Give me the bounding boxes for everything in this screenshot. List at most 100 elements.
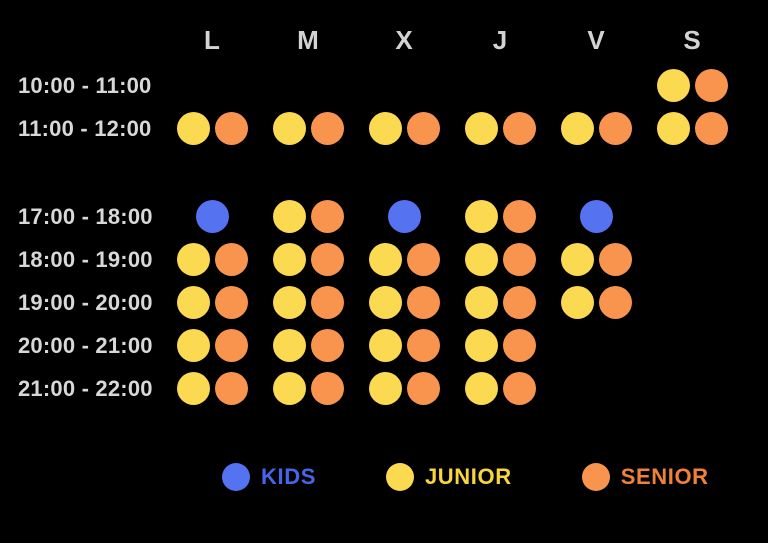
- kids-dot: [195, 200, 229, 233]
- legend-item-kids: KIDS: [222, 463, 316, 491]
- cell-j-20:00: [452, 324, 548, 367]
- cell-s-19:00: [644, 281, 740, 324]
- senior-dot: [214, 329, 248, 362]
- cell-m-17:00: [260, 195, 356, 238]
- junior-dot: [272, 286, 306, 319]
- time-label: 19:00 - 20:00: [18, 289, 153, 315]
- cell-m-19:00: [260, 281, 356, 324]
- schedule-row: 11:00 - 12:00: [0, 107, 768, 150]
- schedule-row: 17:00 - 18:00: [0, 195, 768, 238]
- cell-m-20:00: [260, 324, 356, 367]
- legend-label-junior: JUNIOR: [424, 464, 512, 489]
- cell-j-17:00: [452, 195, 548, 238]
- senior-dot: [406, 286, 440, 319]
- junior-dot: [272, 372, 306, 405]
- junior-dot: [176, 329, 210, 362]
- junior-dot: [464, 329, 498, 362]
- schedule-row: 18:00 - 19:00: [0, 238, 768, 281]
- junior-dot: [464, 112, 498, 145]
- junior-dot: [464, 286, 498, 319]
- cell-x-10:00: [356, 64, 452, 107]
- junior-dot: [464, 372, 498, 405]
- cell-v-18:00: [548, 238, 644, 281]
- schedule-row: 20:00 - 21:00: [0, 324, 768, 367]
- junior-dot: [560, 112, 594, 145]
- junior-dot: [368, 372, 402, 405]
- kids-legend-dot: [222, 463, 250, 491]
- legend-item-senior: SENIOR: [581, 463, 709, 491]
- cell-v-19:00: [548, 281, 644, 324]
- day-header-v: V: [587, 24, 605, 55]
- junior-dot: [272, 243, 306, 276]
- day-header-j: J: [492, 24, 508, 55]
- kids-dot: [387, 200, 421, 233]
- cell-m-18:00: [260, 238, 356, 281]
- senior-dot: [502, 286, 536, 319]
- junior-dot: [368, 329, 402, 362]
- day-header-s: S: [683, 24, 701, 55]
- cell-s-17:00: [644, 195, 740, 238]
- senior-dot: [310, 286, 344, 319]
- senior-dot: [406, 112, 440, 145]
- cell-m-10:00: [260, 64, 356, 107]
- schedule-row: 21:00 - 22:00: [0, 367, 768, 410]
- senior-dot: [310, 329, 344, 362]
- senior-dot: [502, 200, 536, 233]
- senior-dot: [598, 243, 632, 276]
- junior-legend-dot: [385, 463, 414, 491]
- junior-dot: [464, 243, 498, 276]
- legend-item-junior: JUNIOR: [385, 463, 512, 491]
- senior-dot: [310, 200, 344, 233]
- time-label: 18:00 - 19:00: [18, 246, 153, 272]
- senior-dot: [502, 112, 536, 145]
- cell-m-11:00: [260, 107, 356, 150]
- senior-dot: [310, 112, 344, 145]
- junior-dot: [176, 372, 210, 405]
- legend-label-senior: SENIOR: [620, 464, 709, 489]
- time-label: 10:00 - 11:00: [18, 72, 152, 98]
- header-spacer: [0, 40, 164, 41]
- senior-dot: [694, 69, 728, 102]
- cell-m-21:00: [260, 367, 356, 410]
- senior-dot: [214, 286, 248, 319]
- cell-v-17:00: [548, 195, 644, 238]
- cell-s-10:00: [644, 64, 740, 107]
- junior-dot: [656, 69, 690, 102]
- cell-s-21:00: [644, 367, 740, 410]
- junior-dot: [176, 112, 210, 145]
- junior-dot: [560, 286, 594, 319]
- senior-dot: [214, 112, 248, 145]
- schedule-rows: 10:00 - 11:00 11:00 - 12:00 17:00 - 18:00 1…: [0, 64, 768, 410]
- session-gap: [0, 150, 768, 195]
- time-label: 21:00 - 22:00: [18, 375, 153, 401]
- time-label: 17:00 - 18:00: [18, 203, 153, 229]
- day-header-l: L: [204, 24, 220, 55]
- cell-l-11:00: [164, 107, 260, 150]
- senior-dot: [694, 112, 728, 145]
- senior-dot: [214, 372, 248, 405]
- junior-dot: [656, 112, 690, 145]
- junior-dot: [464, 200, 498, 233]
- cell-v-20:00: [548, 324, 644, 367]
- cell-l-20:00: [164, 324, 260, 367]
- cell-x-20:00: [356, 324, 452, 367]
- senior-dot: [310, 243, 344, 276]
- cell-j-18:00: [452, 238, 548, 281]
- cell-l-21:00: [164, 367, 260, 410]
- cell-s-11:00: [644, 107, 740, 150]
- cell-x-21:00: [356, 367, 452, 410]
- junior-dot: [368, 286, 402, 319]
- cell-l-19:00: [164, 281, 260, 324]
- senior-dot: [598, 286, 632, 319]
- cell-s-18:00: [644, 238, 740, 281]
- senior-dot: [406, 243, 440, 276]
- cell-j-19:00: [452, 281, 548, 324]
- schedule-row: 19:00 - 20:00: [0, 281, 768, 324]
- cell-j-21:00: [452, 367, 548, 410]
- senior-dot: [310, 372, 344, 405]
- legend: KIDS JUNIOR SENIOR: [222, 463, 709, 491]
- cell-x-17:00: [356, 195, 452, 238]
- senior-dot: [502, 329, 536, 362]
